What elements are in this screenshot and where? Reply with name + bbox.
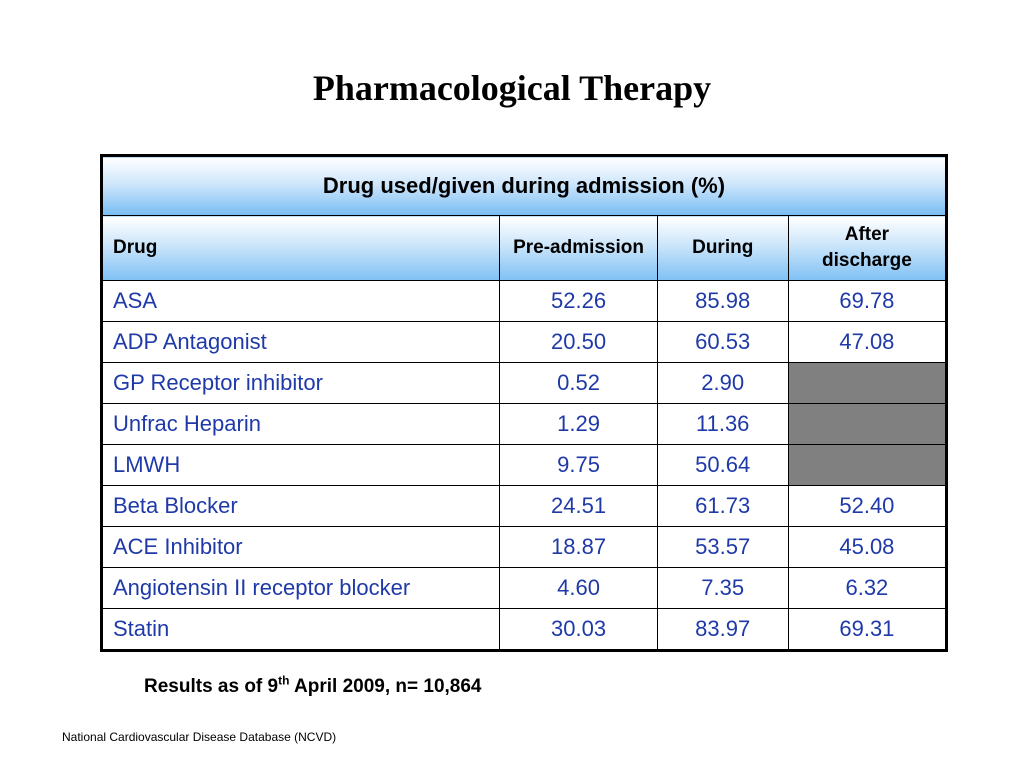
drug-name-cell: ADP Antagonist: [100, 321, 501, 363]
column-header-during: During: [656, 215, 789, 281]
therapy-table: Drug used/given during admission (%) Dru…: [100, 154, 948, 652]
table-column-header-row: Drug Pre-admission During After discharg…: [100, 215, 948, 281]
after-discharge-cell: 6.32: [787, 567, 948, 609]
after-discharge-cell: 69.78: [787, 280, 948, 322]
table-group-header-row: Drug used/given during admission (%): [101, 155, 947, 216]
column-header-after-discharge: After discharge: [787, 215, 948, 281]
during-cell: 61.73: [656, 485, 789, 527]
during-cell: 83.97: [656, 608, 789, 651]
during-cell: 85.98: [656, 280, 789, 322]
during-cell: 7.35: [656, 567, 789, 609]
drug-name-cell: Statin: [100, 608, 501, 651]
column-header-pre-admission: Pre-admission: [499, 215, 658, 281]
pre-admission-cell: 52.26: [499, 280, 658, 322]
drug-name-cell: ACE Inhibitor: [100, 526, 501, 568]
after-discharge-na-cell: [787, 362, 948, 404]
pre-admission-cell: 9.75: [499, 444, 658, 486]
after-discharge-na-cell: [787, 403, 948, 445]
after-discharge-cell: 69.31: [787, 608, 948, 651]
after-discharge-cell: 47.08: [787, 321, 948, 363]
source-citation: National Cardiovascular Disease Database…: [62, 730, 337, 744]
slide-title: Pharmacological Therapy: [312, 68, 712, 108]
table-row: Angiotensin II receptor blocker 4.60 7.3…: [100, 567, 948, 609]
pre-admission-cell: 1.29: [499, 403, 658, 445]
table-row: ADP Antagonist 20.50 60.53 47.08: [100, 321, 948, 363]
pre-admission-cell: 0.52: [499, 362, 658, 404]
drug-name-cell: ASA: [100, 280, 501, 322]
table-group-header: Drug used/given during admission (%): [101, 155, 947, 216]
pre-admission-cell: 18.87: [499, 526, 658, 568]
during-cell: 2.90: [656, 362, 789, 404]
column-header-drug: Drug: [100, 215, 501, 281]
table-row: ASA 52.26 85.98 69.78: [100, 280, 948, 322]
after-discharge-na-cell: [787, 444, 948, 486]
drug-name-cell: Unfrac Heparin: [100, 403, 501, 445]
table-row: Beta Blocker 24.51 61.73 52.40: [100, 485, 948, 527]
drug-name-cell: LMWH: [100, 444, 501, 486]
drug-name-cell: Beta Blocker: [100, 485, 501, 527]
pre-admission-cell: 30.03: [499, 608, 658, 651]
table-row: Statin 30.03 83.97 69.31: [100, 608, 948, 651]
table-row: ACE Inhibitor 18.87 53.57 45.08: [100, 526, 948, 568]
table-row: LMWH 9.75 50.64: [100, 444, 948, 486]
after-discharge-cell: 52.40: [787, 485, 948, 527]
table-row: Unfrac Heparin 1.29 11.36: [100, 403, 948, 445]
table-row: GP Receptor inhibitor 0.52 2.90: [100, 362, 948, 404]
during-cell: 11.36: [656, 403, 789, 445]
pre-admission-cell: 20.50: [499, 321, 658, 363]
footnote-superscript: th: [278, 673, 290, 688]
during-cell: 60.53: [656, 321, 789, 363]
during-cell: 50.64: [656, 444, 789, 486]
pre-admission-cell: 24.51: [499, 485, 658, 527]
results-footnote: Results as of 9th April 2009, n= 10,864: [144, 673, 482, 698]
footnote-prefix: Results as of 9: [144, 676, 279, 697]
footnote-suffix: April 2009, n= 10,864: [289, 676, 482, 697]
drug-name-cell: GP Receptor inhibitor: [100, 362, 501, 404]
after-discharge-cell: 45.08: [787, 526, 948, 568]
during-cell: 53.57: [656, 526, 789, 568]
pre-admission-cell: 4.60: [499, 567, 658, 609]
drug-name-cell: Angiotensin II receptor blocker: [100, 567, 501, 609]
